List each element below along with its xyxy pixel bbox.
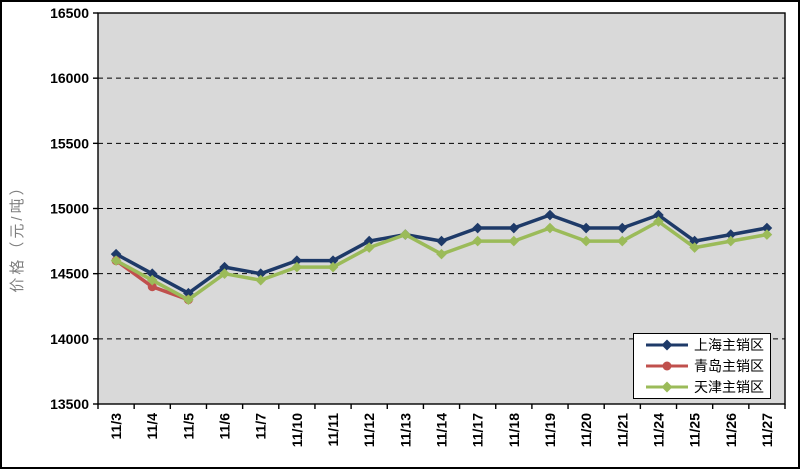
legend: 上海主销区 青岛主销区 天津主销区 xyxy=(633,333,771,399)
data-point-diamond xyxy=(219,268,230,279)
legend-item-qingdao: 青岛主销区 xyxy=(644,356,770,376)
x-tick-label: 11/20 xyxy=(578,413,594,447)
data-point-diamond xyxy=(146,274,158,286)
data-point-diamond xyxy=(580,222,592,234)
data-point-diamond xyxy=(508,235,520,247)
data-point-diamond xyxy=(544,209,556,221)
x-tick-label: 11/12 xyxy=(361,413,377,447)
data-point-diamond xyxy=(183,287,194,299)
legend-item-tianjin: 天津主销区 xyxy=(644,377,770,397)
x-tick-label: 11/21 xyxy=(614,413,630,447)
data-point-diamond xyxy=(653,216,664,227)
data-point-diamond xyxy=(436,248,447,260)
y-tick-label: 14500 xyxy=(50,266,89,282)
data-point-diamond xyxy=(255,274,267,286)
data-point-diamond xyxy=(472,235,483,247)
legend-label: 上海主销区 xyxy=(694,337,764,353)
legend-item-shanghai: 上海主销区 xyxy=(644,335,770,355)
data-point-diamond xyxy=(146,268,158,279)
data-point-diamond xyxy=(400,229,411,240)
x-tick-label: 11/18 xyxy=(506,413,522,447)
x-tick-label: 11/6 xyxy=(217,413,233,440)
data-point-diamond xyxy=(183,294,194,306)
x-tick-label: 11/24 xyxy=(650,413,666,447)
y-tick-label: 15500 xyxy=(50,135,89,151)
data-point-diamond xyxy=(327,255,339,266)
data-point-diamond xyxy=(291,261,303,273)
data-point-diamond xyxy=(761,222,773,234)
data-point-diamond xyxy=(653,209,664,221)
data-point-diamond xyxy=(689,242,700,253)
data-point-diamond xyxy=(689,235,700,247)
y-tick-label: 16000 xyxy=(50,70,89,86)
data-point-diamond xyxy=(472,222,483,234)
data-point-diamond xyxy=(219,261,230,273)
legend-line-diamond-icon xyxy=(646,339,688,351)
x-tick-label: 11/3 xyxy=(108,413,124,440)
data-point-diamond xyxy=(580,235,592,247)
data-point-diamond xyxy=(110,248,122,260)
data-point-diamond xyxy=(327,261,339,273)
data-point-diamond xyxy=(725,235,737,247)
x-tick-label: 11/26 xyxy=(723,413,739,447)
x-tick-label: 11/27 xyxy=(759,413,775,447)
data-point-diamond xyxy=(725,229,737,240)
data-point-diamond xyxy=(255,268,267,279)
x-tick-label: 11/7 xyxy=(253,413,269,440)
legend-label: 天津主销区 xyxy=(694,379,764,395)
y-tick-label: 13500 xyxy=(50,396,89,412)
x-tick-label: 11/10 xyxy=(289,413,305,447)
data-point-diamond xyxy=(761,229,773,240)
x-tick-label: 11/5 xyxy=(180,413,196,440)
x-tick-label: 11/13 xyxy=(397,413,413,447)
legend-label: 青岛主销区 xyxy=(694,358,764,374)
data-point-diamond xyxy=(363,235,375,247)
data-point-circle xyxy=(147,282,157,292)
data-point-diamond xyxy=(616,235,628,247)
y-tick-label: 15000 xyxy=(50,201,89,217)
y-tick-label: 16500 xyxy=(50,5,89,21)
data-point-diamond xyxy=(110,255,122,266)
x-tick-label: 11/14 xyxy=(434,413,450,447)
x-tick-label: 11/11 xyxy=(325,413,341,447)
x-tick-label: 11/17 xyxy=(470,413,486,447)
data-point-diamond xyxy=(363,242,375,253)
data-point-diamond xyxy=(616,222,628,234)
x-tick-label: 11/4 xyxy=(144,413,160,440)
y-axis-title: 价格（元/吨） xyxy=(9,177,26,292)
data-point-diamond xyxy=(544,222,556,234)
legend-line-diamond-icon xyxy=(646,381,688,393)
data-point-diamond xyxy=(508,222,520,234)
legend-line-circle-icon xyxy=(646,361,688,371)
data-point-diamond xyxy=(436,235,447,247)
x-tick-label: 11/19 xyxy=(542,413,558,447)
x-tick-label: 11/25 xyxy=(687,413,703,447)
y-tick-label: 14000 xyxy=(50,331,89,347)
data-point-diamond xyxy=(291,255,303,266)
